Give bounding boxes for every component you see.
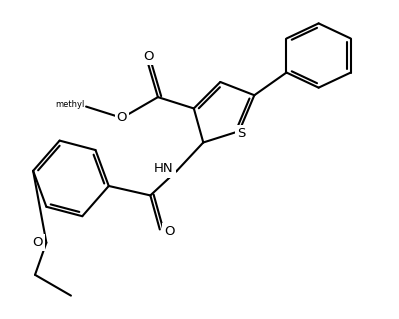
Text: O: O: [164, 225, 175, 238]
Text: HN: HN: [154, 162, 174, 175]
Text: O: O: [143, 50, 154, 63]
Text: methyl: methyl: [55, 100, 84, 109]
Text: O: O: [32, 236, 43, 249]
Text: S: S: [237, 127, 245, 140]
Text: O: O: [117, 111, 127, 124]
